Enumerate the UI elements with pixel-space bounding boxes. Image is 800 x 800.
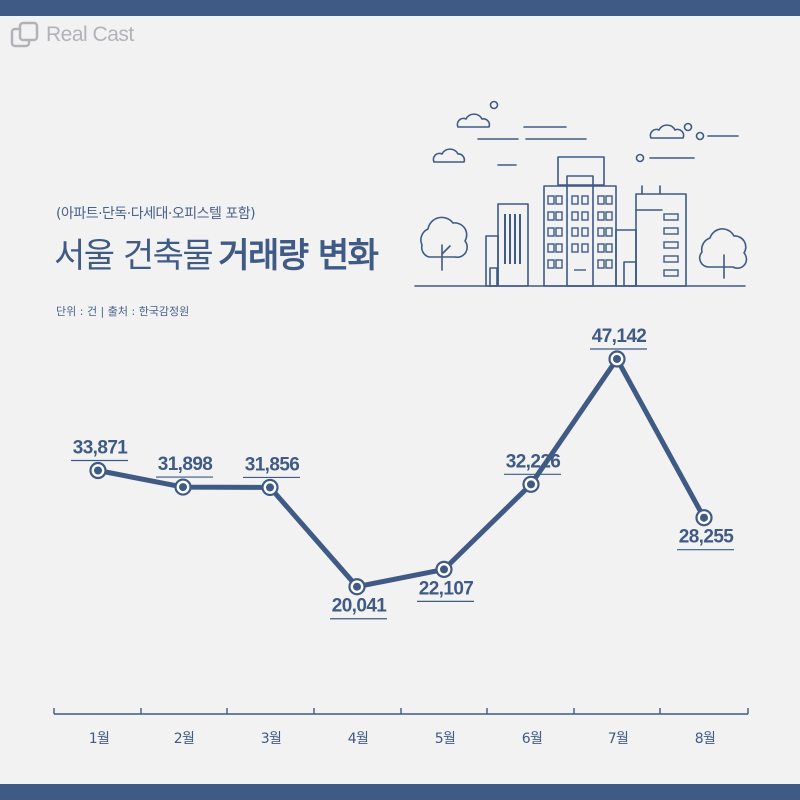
data-label-text: 20,041 xyxy=(332,596,388,617)
data-point xyxy=(608,350,626,368)
data-label: 47,142 xyxy=(590,326,647,350)
data-label-text: 28,255 xyxy=(679,527,735,548)
data-point xyxy=(695,509,713,527)
cloud-icon xyxy=(649,124,685,139)
data-points xyxy=(89,350,713,596)
brand-name: Real Cast xyxy=(46,23,134,46)
x-tick-label: 2월 xyxy=(174,731,195,747)
data-label: 32,226 xyxy=(504,451,561,475)
x-tick-label: 7월 xyxy=(608,731,629,747)
x-tick-label: 5월 xyxy=(435,731,456,747)
cloud-dot-icon xyxy=(695,131,705,141)
data-label-text: 32,226 xyxy=(506,451,561,472)
x-tick-label: 4월 xyxy=(348,731,369,747)
data-label: 31,856 xyxy=(243,454,300,479)
chart-subtitle: (아파트·단독·다세대·오피스텔 포함) xyxy=(56,206,256,222)
data-label-text: 33,871 xyxy=(73,438,129,459)
data-point xyxy=(174,478,192,496)
brand-logo: Real Cast xyxy=(10,20,134,50)
title-regular: 서울 건축물 xyxy=(54,236,214,276)
x-tick-label: 1월 xyxy=(89,731,110,747)
x-tick-label: 3월 xyxy=(261,731,282,747)
bottom-accent-bar xyxy=(0,784,800,800)
cloud-dot-icon xyxy=(683,122,693,132)
logo-mark-icon xyxy=(10,21,39,48)
data-label-text: 31,898 xyxy=(158,454,213,475)
title-bold: 거래량 변화 xyxy=(218,236,379,276)
data-label-text: 47,142 xyxy=(592,326,647,347)
data-label: 22,107 xyxy=(417,578,474,602)
x-tick-label: 6월 xyxy=(522,731,543,747)
data-label: 33,871 xyxy=(71,438,129,462)
cloud-dot-icon xyxy=(489,100,499,110)
series-polyline xyxy=(95,356,707,590)
x-tick-labels: 1월 2월 3월 4월 5월 6월 7월 8월 xyxy=(89,731,716,747)
data-point xyxy=(348,578,366,596)
data-label: 31,898 xyxy=(156,454,213,478)
data-point xyxy=(89,461,107,480)
data-point xyxy=(261,478,279,497)
series-line xyxy=(95,356,707,590)
data-point xyxy=(522,475,540,493)
data-label-text: 22,107 xyxy=(419,578,474,599)
top-accent-bar xyxy=(0,0,800,16)
data-point xyxy=(435,560,453,578)
x-axis xyxy=(53,708,749,715)
data-label: 20,041 xyxy=(330,596,388,620)
cloud-icon xyxy=(456,113,491,128)
unit-source-note: 단위 : 건 | 출처 : 한국감정원 xyxy=(56,305,190,318)
cloud-dot-icon xyxy=(635,153,645,163)
data-labels: 33,871 31,898 31,856 20,041 22,107 32,226 47,1… xyxy=(71,326,735,620)
cloud-icon xyxy=(432,148,466,163)
chart-title: 서울 건축물 거래량 변화 xyxy=(54,228,379,277)
data-label: 28,255 xyxy=(677,527,735,551)
x-tick-label: 8월 xyxy=(695,731,716,747)
data-label-text: 31,856 xyxy=(245,454,300,475)
